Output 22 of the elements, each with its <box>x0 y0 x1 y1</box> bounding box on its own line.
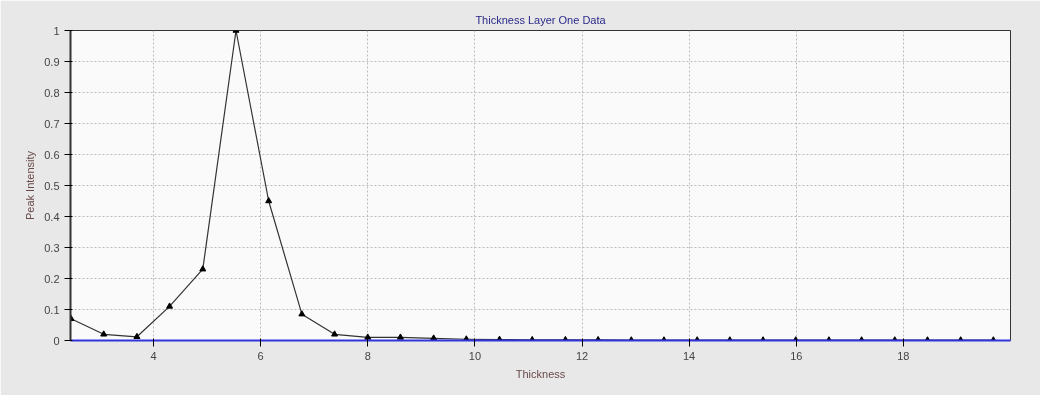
y-tick-label: 0.4 <box>44 210 60 223</box>
y-tick-label: 1 <box>53 24 60 37</box>
x-axis-title: Thickness <box>515 367 566 380</box>
x-tick-label: 10 <box>468 349 482 362</box>
y-tick-label: 0.6 <box>44 148 60 161</box>
y-tick-label: 0.3 <box>44 241 60 254</box>
x-tick-label: 12 <box>575 349 589 362</box>
x-tick-label: 18 <box>897 349 910 362</box>
y-tick-label: 0 <box>53 334 60 347</box>
x-tick-label: 8 <box>364 349 371 362</box>
y-tick-label: 0.1 <box>44 303 60 316</box>
y-axis-title: Peak Intensity <box>24 150 37 221</box>
y-tick-label: 0.8 <box>44 86 60 99</box>
chart-title: Thickness Layer One Data <box>475 13 607 26</box>
y-tick-label: 0.5 <box>44 179 60 192</box>
x-tick-label: 6 <box>257 349 264 362</box>
x-tick-label: 16 <box>790 349 803 362</box>
y-tick-label: 0.9 <box>44 55 60 68</box>
x-tick-label: 4 <box>150 349 157 362</box>
y-tick-label: 0.7 <box>44 117 60 130</box>
y-tick-label: 0.2 <box>44 272 60 285</box>
x-tick-label: 14 <box>683 349 696 362</box>
